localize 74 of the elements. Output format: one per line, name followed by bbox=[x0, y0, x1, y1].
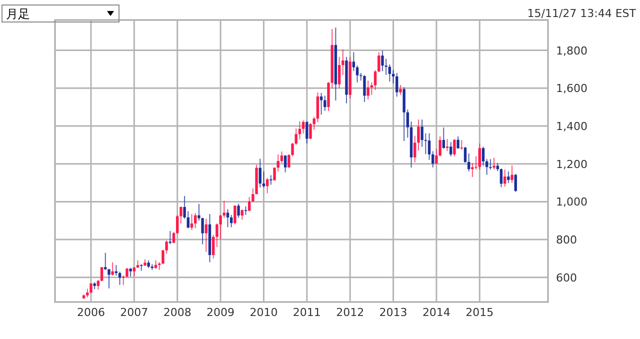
y-tick-label: 1,800 bbox=[556, 44, 588, 58]
candlestick bbox=[96, 280, 100, 290]
candlestick bbox=[507, 170, 510, 184]
candlestick bbox=[168, 230, 172, 245]
candlestick bbox=[352, 52, 356, 72]
candlestick bbox=[467, 152, 470, 172]
candlestick bbox=[111, 262, 114, 276]
candlestick bbox=[324, 95, 326, 112]
candlestick bbox=[248, 196, 251, 212]
candlestick bbox=[132, 266, 136, 277]
candlestick bbox=[478, 143, 481, 170]
candlestick bbox=[186, 210, 190, 229]
candlestick bbox=[500, 168, 503, 188]
candlestick bbox=[258, 158, 262, 188]
candlestick bbox=[240, 208, 244, 220]
x-tick-label: 2011 bbox=[292, 306, 321, 319]
candlestick bbox=[363, 74, 366, 102]
candlestick bbox=[510, 165, 514, 184]
candlestick bbox=[428, 132, 431, 160]
candlestick bbox=[118, 271, 122, 286]
candlestick bbox=[449, 142, 452, 157]
annotation: 15/11/27 13:44 EST bbox=[527, 7, 636, 20]
candlestick bbox=[234, 204, 236, 225]
x-tick-label: 2015 bbox=[466, 306, 494, 319]
y-tick-label: 1,200 bbox=[556, 158, 588, 171]
y-tick-label: 800 bbox=[556, 234, 577, 247]
candlestick bbox=[492, 157, 496, 170]
candlestick bbox=[456, 136, 460, 150]
x-tick-label: 2012 bbox=[336, 306, 364, 319]
candlestick bbox=[237, 203, 240, 218]
candlestick bbox=[453, 138, 456, 157]
x-tick-label: 2013 bbox=[379, 306, 408, 319]
candlestick bbox=[399, 84, 402, 96]
y-tick-label: 600 bbox=[556, 271, 577, 284]
candlestick bbox=[388, 64, 392, 82]
x-tick-label: 2010 bbox=[250, 306, 278, 319]
candlestick bbox=[230, 214, 233, 228]
candlestick bbox=[316, 92, 320, 123]
x-tick-label: 2008 bbox=[163, 306, 192, 319]
candlestick bbox=[514, 174, 517, 192]
x-tick-label: 2007 bbox=[120, 306, 148, 319]
x-tick-label: 2014 bbox=[422, 306, 450, 319]
candlestick bbox=[442, 127, 445, 150]
y-tick-label: 1,600 bbox=[556, 82, 588, 96]
candlestick bbox=[356, 64, 359, 83]
candlestick bbox=[366, 80, 370, 100]
candlestick bbox=[503, 169, 506, 188]
candlestick bbox=[446, 138, 449, 152]
candlestick bbox=[270, 174, 272, 186]
candlestick bbox=[104, 252, 107, 270]
candlestick bbox=[482, 146, 485, 166]
y-tick-label: 1,000 bbox=[556, 196, 588, 209]
candlestick bbox=[396, 72, 398, 98]
candlestick bbox=[226, 208, 230, 228]
candlestick bbox=[204, 218, 208, 252]
candlestick bbox=[338, 56, 341, 89]
candlestick bbox=[280, 151, 284, 164]
candlestick bbox=[464, 146, 467, 164]
candlestick bbox=[460, 140, 463, 150]
candlestick bbox=[306, 120, 308, 144]
candlestick bbox=[381, 50, 384, 72]
candlestick bbox=[370, 82, 374, 96]
x-tick-label: 2006 bbox=[76, 306, 105, 319]
candlestick bbox=[284, 154, 287, 173]
candlestick bbox=[402, 86, 406, 142]
y-tick-label: 1,400 bbox=[556, 120, 588, 133]
text: 月足 bbox=[6, 7, 30, 21]
x-tick-label: 2009 bbox=[206, 306, 235, 319]
candlestick bbox=[431, 150, 434, 168]
candlestick bbox=[194, 212, 197, 229]
candlestick bbox=[302, 120, 305, 134]
candlestick bbox=[90, 282, 92, 294]
candlestick bbox=[140, 264, 143, 272]
candlestick bbox=[485, 158, 488, 176]
